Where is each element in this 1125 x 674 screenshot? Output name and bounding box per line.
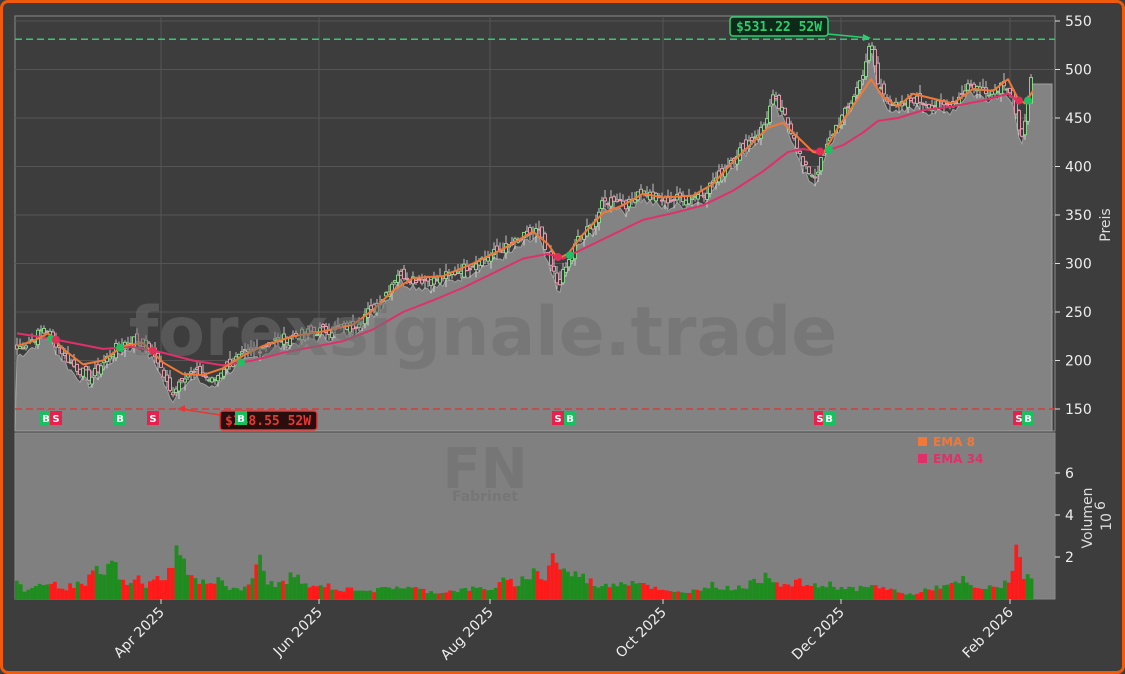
date-tick-label: Apr 2025 — [111, 605, 168, 662]
ticker-watermark: FN — [442, 437, 527, 502]
date-axis: Apr 2025 Jun 2025 Aug 2025 Oct 2025 Dec 2025… — [111, 599, 1017, 664]
svg-text:450: 450 — [1065, 111, 1092, 127]
company-watermark: Fabrinet — [452, 489, 518, 505]
overlay-signal: B — [235, 411, 247, 425]
svg-text:S: S — [816, 414, 823, 425]
legend-swatch-ema8 — [918, 437, 927, 446]
svg-text:6: 6 — [1065, 466, 1074, 482]
legend-ema34: EMA 34 — [933, 452, 983, 466]
svg-text:300: 300 — [1065, 257, 1092, 273]
date-tick-label: Dec 2025 — [789, 605, 848, 664]
svg-text:B: B — [1024, 414, 1032, 425]
legend: EMA 8 EMA 34 — [918, 435, 983, 466]
svg-text:200: 200 — [1065, 354, 1092, 370]
svg-text:4: 4 — [1065, 508, 1074, 524]
svg-text:S: S — [149, 414, 156, 425]
volume-multiplier: 10 6 — [1093, 501, 1115, 531]
svg-text:350: 350 — [1065, 208, 1092, 224]
legend-ema8: EMA 8 — [933, 435, 975, 449]
price-area — [14, 53, 1053, 432]
svg-text:B: B — [42, 414, 50, 425]
date-tick-label: Jun 2025 — [270, 605, 326, 661]
buy-signal-marker: B — [40, 411, 52, 425]
sell-signal-marker: S — [147, 411, 159, 425]
volume-axis: 2 4 6 — [1055, 466, 1074, 566]
sell-signal-marker: S — [50, 411, 62, 425]
volume-bars — [15, 544, 1034, 599]
legend-swatch-ema34 — [918, 454, 927, 463]
svg-text:S: S — [554, 414, 561, 425]
date-tick-label: Aug 2025 — [438, 605, 497, 664]
buy-signal-marker: B — [114, 411, 126, 425]
high-arrowhead-icon — [863, 34, 871, 41]
ema-lines — [16, 78, 1034, 377]
buy-signal-marker: B — [235, 411, 247, 425]
high-low-lines — [15, 38, 1055, 410]
low-arrow — [180, 408, 221, 416]
sell-signal-marker: S — [552, 411, 564, 425]
date-tick-label: Oct 2025 — [613, 605, 670, 662]
svg-text:500: 500 — [1065, 63, 1092, 79]
svg-text:10: 10 — [1099, 513, 1115, 531]
watermark: forexsignale.trade — [129, 293, 838, 372]
svg-text:2: 2 — [1065, 550, 1074, 566]
svg-text:400: 400 — [1065, 160, 1092, 176]
buy-signal-marker: B — [564, 411, 576, 425]
high-arrow — [827, 33, 870, 39]
price-axis: 150 200 250 300 350 400 450 500 550 — [1055, 14, 1092, 418]
svg-text:B: B — [566, 414, 574, 425]
svg-text:B: B — [825, 414, 833, 425]
volume-axis-title: Volumen — [1080, 488, 1096, 549]
svg-text:$531.22 52W: $531.22 52W — [736, 20, 822, 35]
svg-text:550: 550 — [1065, 14, 1092, 30]
svg-text:250: 250 — [1065, 305, 1092, 321]
date-tick-label: Feb 2026 — [960, 604, 1017, 661]
buy-signal-marker: B — [1022, 411, 1034, 425]
svg-text:B: B — [116, 414, 124, 425]
svg-text:150: 150 — [1065, 402, 1092, 418]
price-axis-title: Preis — [1098, 208, 1114, 241]
svg-text:S: S — [1015, 414, 1022, 425]
svg-text:6: 6 — [1093, 501, 1109, 510]
low-arrowhead-icon — [177, 405, 185, 412]
svg-text:S: S — [52, 414, 59, 425]
svg-text:B: B — [237, 414, 245, 425]
buy-signal-marker: B — [823, 411, 835, 425]
high-52w-label: $531.22 52W — [729, 16, 871, 41]
